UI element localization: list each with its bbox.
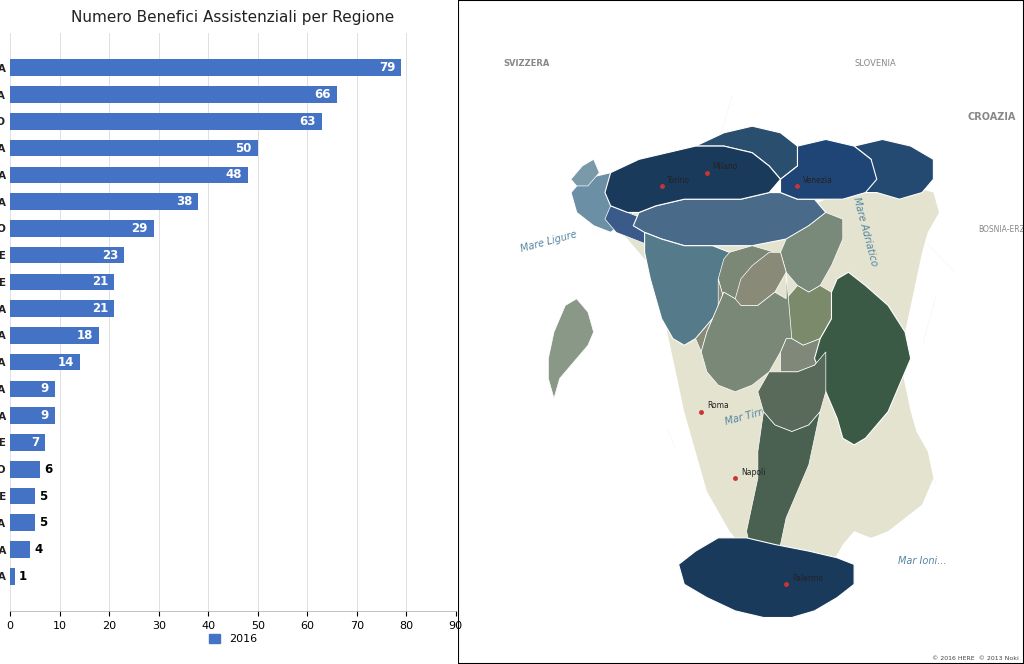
Text: Mare Adriatico: Mare Adriatico [851,197,880,268]
Polygon shape [780,139,877,199]
Bar [10,354,80,371]
Polygon shape [605,146,780,212]
Text: 9: 9 [41,382,49,396]
Polygon shape [695,252,786,352]
Text: Milano: Milano [713,162,738,171]
Polygon shape [701,272,792,392]
Polygon shape [780,212,843,292]
Text: Palermo: Palermo [792,574,823,583]
Text: Venezia: Venezia [803,175,834,185]
Polygon shape [814,272,910,445]
Text: 66: 66 [314,88,331,101]
Legend: 2016: 2016 [205,629,261,649]
Text: Mar Tirreno: Mar Tirreno [724,402,780,427]
Text: 48: 48 [225,168,242,181]
Text: Mare Ligure: Mare Ligure [519,230,578,254]
Bar [10,247,124,264]
Text: 4: 4 [34,543,42,556]
Bar [10,434,45,451]
Text: 21: 21 [92,276,109,288]
Text: 6: 6 [44,463,52,476]
Text: Napoli: Napoli [741,467,765,477]
Bar [10,380,55,397]
Bar [10,139,258,156]
Text: 9: 9 [41,409,49,422]
Polygon shape [758,352,825,432]
Text: 23: 23 [101,248,118,262]
Text: 38: 38 [176,195,193,208]
Polygon shape [571,159,599,186]
Polygon shape [583,179,939,618]
Text: Torino: Torino [668,175,690,185]
Polygon shape [780,339,825,372]
Bar [10,60,401,76]
Polygon shape [746,412,820,571]
Text: Roma: Roma [707,401,729,410]
Text: CROAZIA: CROAZIA [968,112,1016,122]
Text: 79: 79 [379,61,395,74]
Text: 21: 21 [92,302,109,315]
Bar [10,300,115,317]
Text: Mar Ioni...: Mar Ioni... [898,556,946,566]
Polygon shape [780,286,831,345]
Bar [10,408,55,424]
Bar [10,274,115,290]
Text: BOSNIA-ERZ...: BOSNIA-ERZ... [979,225,1024,234]
Text: 5: 5 [39,489,47,503]
Text: 29: 29 [131,222,147,235]
Bar [10,193,199,210]
Bar [10,461,40,477]
Text: 18: 18 [77,329,93,342]
Text: 63: 63 [300,115,316,127]
Bar [10,220,154,236]
Text: 14: 14 [57,356,74,369]
Text: SLOVENIA: SLOVENIA [854,59,896,68]
Text: 5: 5 [39,517,47,529]
Text: 50: 50 [236,141,252,155]
Title: Numero Benefici Assistenziali per Regione: Numero Benefici Assistenziali per Region… [72,10,394,25]
Text: SVIZZERA: SVIZZERA [503,59,550,68]
Polygon shape [718,246,786,305]
Bar [10,568,15,584]
Bar [10,327,99,344]
Polygon shape [548,299,594,398]
Polygon shape [695,126,798,179]
Polygon shape [633,193,825,246]
Polygon shape [679,538,854,618]
Bar [10,541,30,558]
Bar [10,488,35,505]
Bar [10,86,337,103]
Bar [10,113,322,129]
Bar [10,167,248,183]
Polygon shape [854,139,934,199]
Polygon shape [644,232,741,345]
Bar [10,515,35,531]
Text: 1: 1 [19,570,28,583]
Polygon shape [605,206,679,252]
Polygon shape [571,173,644,232]
Text: 7: 7 [31,436,39,449]
Text: © 2016 HERE  © 2013 Noki: © 2016 HERE © 2013 Noki [932,655,1018,661]
